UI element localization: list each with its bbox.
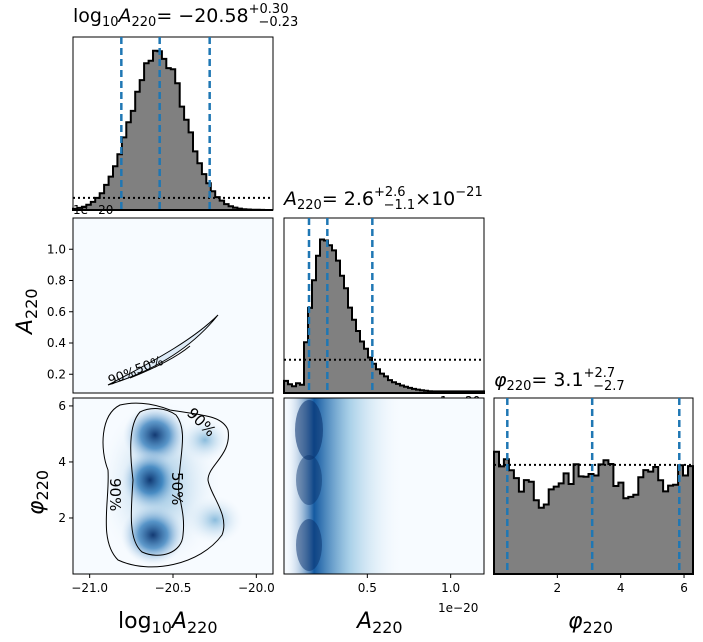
ytick-label-A220-4: 1.0 [47,242,66,256]
contour-label-90-c: 90% [106,478,124,511]
hist-panel-log10A220: 1e−20 [72,36,274,217]
contour-50-phi-log [130,408,185,556]
title-A220: A220= 2.6+2.6 −1.1×10−21 [282,185,483,213]
contour-50-ridge [129,345,191,379]
ylabel-A220: A220 [13,288,41,336]
ylabel-phi220: φ220 [24,470,52,515]
ytick-label-phi220-0: 2 [58,511,66,525]
xtick-label-A220-0: 0.5 [358,581,377,595]
ytick-label-A220-3: 0.8 [47,274,66,288]
histogram-phi220 [493,450,694,575]
xtick-label-log10A220-1: −20.5 [155,581,192,595]
contour-90-ridge [107,314,219,386]
xtick-label-phi220-1: 4 [617,581,625,595]
ytick-label-phi220-2: 6 [58,399,66,413]
xlabel-log10A220: log10A220 [118,609,218,637]
xtick-label-log10A220-0: −21.0 [71,581,108,595]
contour-label-50-b: 50% [168,472,186,505]
ytick-label-A220-1: 0.4 [47,336,66,350]
offset-text-log10A220: 1e−20 [73,203,113,217]
histogram-log10A220 [72,49,273,211]
offset-text-A220-bottom: 1e−20 [438,601,478,615]
xtick-label-phi220-0: 2 [554,581,562,595]
ytick-label-A220-0: 0.2 [47,367,66,381]
xtick-label-phi220-2: 6 [680,581,688,595]
xtick-label-log10A220-2: −20.0 [238,581,275,595]
ytick-label-A220-2: 0.6 [47,305,66,319]
panel-A220-vs-log10A220: 90% 50% 0.20.40.60.81.0 [47,217,274,394]
xtick-label-A220-1: 1.0 [441,581,460,595]
hist-panel-A220: 1e−20 [283,217,485,408]
contour-90-phi-log [102,402,229,568]
ytick-label-phi220-1: 4 [58,455,66,469]
xlabel-phi220: φ220 [568,609,613,637]
panel-phi220-vs-A220: 0.5 1.0 1e−20 [283,397,485,615]
title-log10A220: log10A220= −20.58+0.30 −0.23 [73,2,298,30]
panel-phi220-vs-log10A220: 90% 50% 90% 246 −21.0 −20.5 −20.0 [58,397,275,595]
xlabel-A220: A220 [355,609,403,637]
hist-panel-phi220 [493,397,694,575]
title-phi220: φ220= 3.1+2.7 −2.7 [494,366,625,394]
